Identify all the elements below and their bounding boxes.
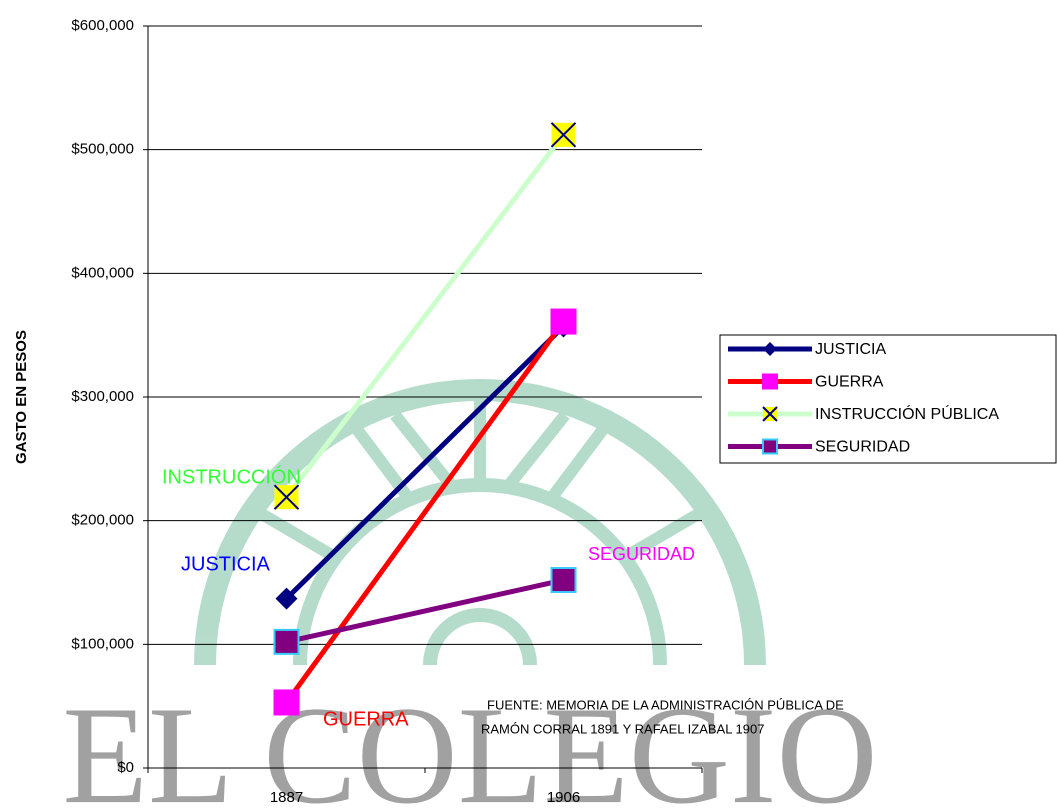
annotation: GUERRA (323, 708, 409, 730)
marker (275, 587, 298, 610)
y-axis-label: GASTO EN PESOS (13, 330, 30, 464)
series-line (284, 320, 566, 704)
legend-label: SEGURIDAD (815, 439, 910, 456)
marker (273, 628, 300, 655)
watermark: EL COLEGIO (62, 678, 877, 809)
y-tick-label: $200,000 (71, 512, 134, 529)
marker (762, 438, 778, 455)
marker-x (273, 484, 300, 510)
y-tick-label: $600,000 (71, 17, 134, 34)
annotation: JUSTICIA (181, 553, 271, 575)
y-tick-label: $500,000 (71, 141, 134, 158)
legend-label: GUERRA (815, 374, 884, 391)
arch-inner (293, 478, 667, 666)
marker (550, 308, 577, 335)
x-tick-label: 1887 (270, 789, 303, 806)
y-tick-label: $400,000 (71, 264, 134, 281)
marker-x (762, 406, 778, 422)
marker (273, 689, 300, 716)
x-tick-label: 1906 (547, 789, 580, 806)
annotation: SEGURIDAD (588, 544, 695, 564)
marker (763, 342, 777, 356)
arch-outer (194, 379, 766, 666)
marker (762, 373, 778, 390)
legend-label: JUSTICIA (815, 341, 886, 358)
annotation: RAMÓN CORRAL 1891 Y RAFAEL IZABAL 1907 (481, 721, 764, 736)
marker (550, 567, 577, 594)
series-line (285, 577, 565, 645)
arch-core (423, 608, 537, 666)
legend-label: INSTRUCCIÓN PÚBLICA (815, 404, 999, 423)
marker (273, 484, 300, 510)
legend: JUSTICIA GUERRA INSTRUCCIÓN PÚBLICA SEGURID… (719, 334, 1057, 464)
annotation: FUENTE: MEMORIA DE LA ADMINISTRACIÓN PÚB… (487, 697, 844, 712)
marker-x (550, 122, 577, 148)
y-tick-label: $300,000 (71, 388, 134, 405)
y-tick-label: $0 (117, 759, 134, 776)
arch-rays (251, 395, 709, 566)
watermark-arch (194, 379, 766, 666)
marker (550, 122, 577, 148)
annotation: INSTRUCCIÓN (162, 465, 301, 488)
series-line (284, 324, 566, 601)
y-tick-label: $100,000 (71, 635, 134, 652)
marker (762, 406, 778, 422)
series-line (284, 133, 566, 499)
